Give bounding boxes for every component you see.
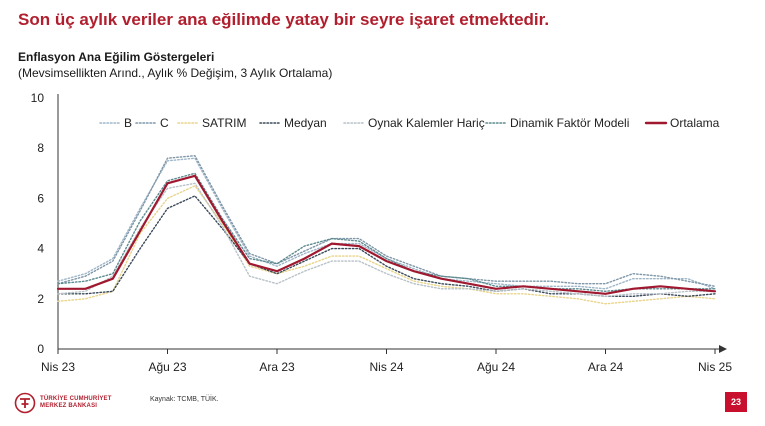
y-tick-label: 8: [37, 141, 44, 155]
series-line: [57, 172, 716, 292]
page-number-badge: 23: [725, 392, 747, 412]
y-tick-label: 10: [31, 91, 45, 105]
legend-label: SATRIM: [202, 116, 246, 130]
x-tick-label: Ara 24: [588, 360, 624, 374]
legend-label: Oynak Kalemler Hariç: [368, 116, 485, 130]
series-line: [57, 185, 716, 305]
chart-subtitle: (Mevsimsellikten Arınd., Aylık % Değişim…: [18, 66, 333, 80]
logo-line-2: MERKEZ BANKASI: [40, 403, 98, 409]
x-tick-label: Ağu 23: [148, 360, 186, 374]
logo-line-1: TÜRKİYE CUMHURİYET: [40, 396, 112, 402]
x-tick-label: Nis 25: [698, 360, 732, 374]
legend-label: Dinamik Faktör Modeli: [510, 116, 629, 130]
series-line: [57, 154, 716, 287]
x-axis-arrow: [719, 345, 727, 353]
series-line: [56, 174, 717, 295]
x-tick-label: Ağu 24: [477, 360, 515, 374]
y-tick-label: 6: [37, 191, 44, 205]
series-line: [57, 182, 716, 297]
logo-wordmark: TÜRKİYE CUMHURİYET MERKEZ BANKASI: [40, 396, 112, 410]
legend-label: Ortalama: [670, 116, 720, 130]
y-tick-label: 0: [37, 342, 44, 356]
x-tick-label: Ara 23: [259, 360, 295, 374]
legend-label: B: [124, 116, 132, 130]
tcmb-emblem-icon: [14, 392, 36, 414]
y-tick-label: 2: [37, 292, 44, 306]
source-note: Kaynak: TCMB, TÜİK.: [150, 396, 219, 403]
central-bank-logo: TÜRKİYE CUMHURİYET MERKEZ BANKASI: [14, 392, 112, 414]
y-tick-label: 4: [37, 242, 44, 256]
series-line: [57, 195, 716, 297]
chart-title: Enflasyon Ana Eğilim Göstergeleri: [18, 50, 215, 64]
slide-headline: Son üç aylık veriler ana eğilimde yatay …: [18, 10, 550, 29]
legend-label: Medyan: [284, 116, 327, 130]
x-tick-label: Nis 23: [41, 360, 75, 374]
legend-label: C: [160, 116, 169, 130]
x-tick-label: Nis 24: [369, 360, 403, 374]
